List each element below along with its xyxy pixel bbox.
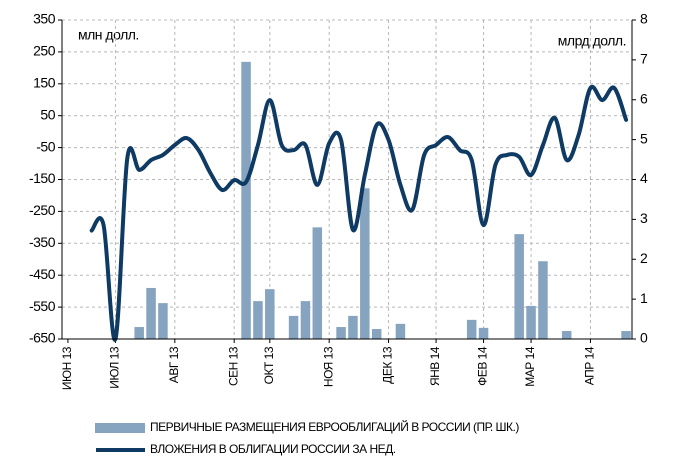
y2-tick-label: 6	[640, 90, 648, 106]
legend-label: ВЛОЖЕНИЯ В ОБЛИГАЦИИ РОССИИ ЗА НЕД.	[150, 442, 396, 456]
y2-tick-label: 1	[640, 290, 648, 306]
x-tick-label: ФЕВ 14	[476, 346, 490, 386]
y-tick-label: 50	[40, 106, 55, 122]
bar	[158, 303, 168, 339]
bar	[514, 234, 524, 339]
x-tick-label: ИЮЛ 13	[108, 346, 122, 389]
bar	[371, 329, 382, 339]
y2-tick-label: 5	[640, 130, 648, 146]
y-tick-label: 250	[33, 43, 56, 59]
x-tick-label: ОКТ 13	[262, 346, 276, 384]
legend-label: ПЕРВИЧНЫЕ РАЗМЕЩЕНИЯ ЕВРООБЛИГАЦИЙ В РОС…	[150, 419, 519, 434]
line	[89, 84, 629, 342]
x-tick-label: ДЕК 13	[381, 346, 395, 384]
y-tick-label: -550	[29, 298, 56, 314]
y2-tick-label: 8	[640, 11, 648, 27]
y-tick-label: 150	[33, 75, 56, 91]
y-tick-label: -50	[36, 138, 55, 154]
x-tick-label: МАР 14	[523, 346, 537, 387]
y2-tick-label: 2	[640, 250, 648, 266]
bar	[265, 289, 275, 339]
bar	[300, 301, 311, 339]
y2-tick-label: 3	[640, 210, 648, 226]
y2-tick-label: 0	[640, 330, 648, 346]
y-axis-label: млн долл.	[78, 27, 139, 43]
bar	[253, 301, 263, 339]
bar	[526, 305, 536, 339]
x-tick-label: ИЮН 13	[60, 346, 74, 390]
y-tick-label: -250	[29, 202, 56, 218]
x-tick-label: АПР 14	[583, 346, 597, 385]
y-tick-label: 350	[33, 11, 56, 27]
bar	[312, 227, 323, 339]
bar	[146, 287, 156, 339]
bar	[336, 327, 346, 339]
bar	[561, 331, 572, 339]
bar	[288, 315, 299, 339]
bar	[241, 61, 251, 340]
bar	[538, 261, 548, 339]
x-tick-label: НОЯ 13	[321, 346, 335, 387]
y-tick-label: -350	[29, 234, 56, 250]
bar	[134, 327, 144, 339]
bar	[466, 319, 477, 339]
x-tick-label: АВГ 13	[167, 346, 181, 383]
bar	[360, 188, 370, 339]
y2-axis-label: млрд долл.	[558, 33, 626, 49]
bar	[395, 323, 406, 339]
bar	[478, 327, 489, 339]
x-tick-label: СЕН 13	[226, 346, 240, 386]
y2-tick-label: 4	[640, 170, 648, 186]
y-tick-label: -650	[29, 330, 56, 346]
y2-tick-label: 7	[640, 51, 648, 67]
bar	[348, 315, 358, 339]
x-tick-label: ЯНВ 14	[428, 346, 442, 386]
legend-swatch	[95, 423, 145, 433]
bar	[621, 331, 631, 339]
y-tick-label: -150	[29, 170, 56, 186]
y-tick-label: -450	[29, 266, 56, 282]
